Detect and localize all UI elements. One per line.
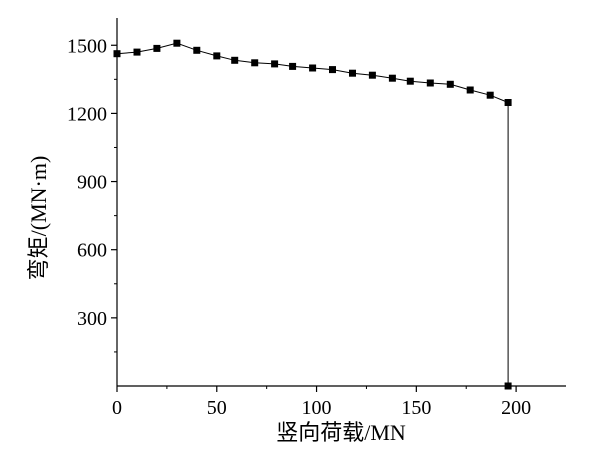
x-tick-label: 0 <box>112 397 122 419</box>
data-point <box>271 60 279 68</box>
data-point <box>309 64 317 72</box>
data-point <box>388 74 396 82</box>
x-tick-label: 200 <box>501 397 531 419</box>
data-point <box>504 99 512 106</box>
data-point <box>133 48 141 56</box>
data-point <box>289 62 297 70</box>
data-point <box>173 39 181 47</box>
data-point <box>153 44 161 52</box>
axes <box>111 18 566 392</box>
data-point <box>368 71 376 79</box>
data-point <box>446 80 454 88</box>
x-tick-label: 100 <box>302 397 332 419</box>
y-tick-label: 300 <box>77 308 107 330</box>
tick-labels: 0 50 100 150 200 300 600 900 1200 1500 <box>67 35 531 419</box>
data-point <box>193 46 201 54</box>
series-layer <box>113 39 512 390</box>
data-point <box>213 52 221 60</box>
series-line <box>116 42 509 386</box>
data-point <box>426 79 434 87</box>
data-point <box>113 50 121 58</box>
data-point <box>406 77 414 85</box>
y-tick-label: 1500 <box>67 35 107 57</box>
x-tick-label: 50 <box>207 397 227 419</box>
data-point <box>231 56 239 64</box>
data-point <box>329 66 336 74</box>
data-point <box>504 382 512 390</box>
y-tick-label: 600 <box>77 240 107 262</box>
data-point <box>349 69 356 77</box>
data-point <box>486 91 494 99</box>
y-tick-label: 1200 <box>67 103 107 125</box>
x-tick-label: 150 <box>401 397 431 419</box>
data-point <box>466 86 474 94</box>
y-axis-label: 弯矩/(MN·m) <box>26 156 51 281</box>
y-tick-label: 900 <box>77 172 107 194</box>
x-axis-label: 竖向荷载/MN <box>276 420 406 445</box>
data-point <box>251 59 259 67</box>
